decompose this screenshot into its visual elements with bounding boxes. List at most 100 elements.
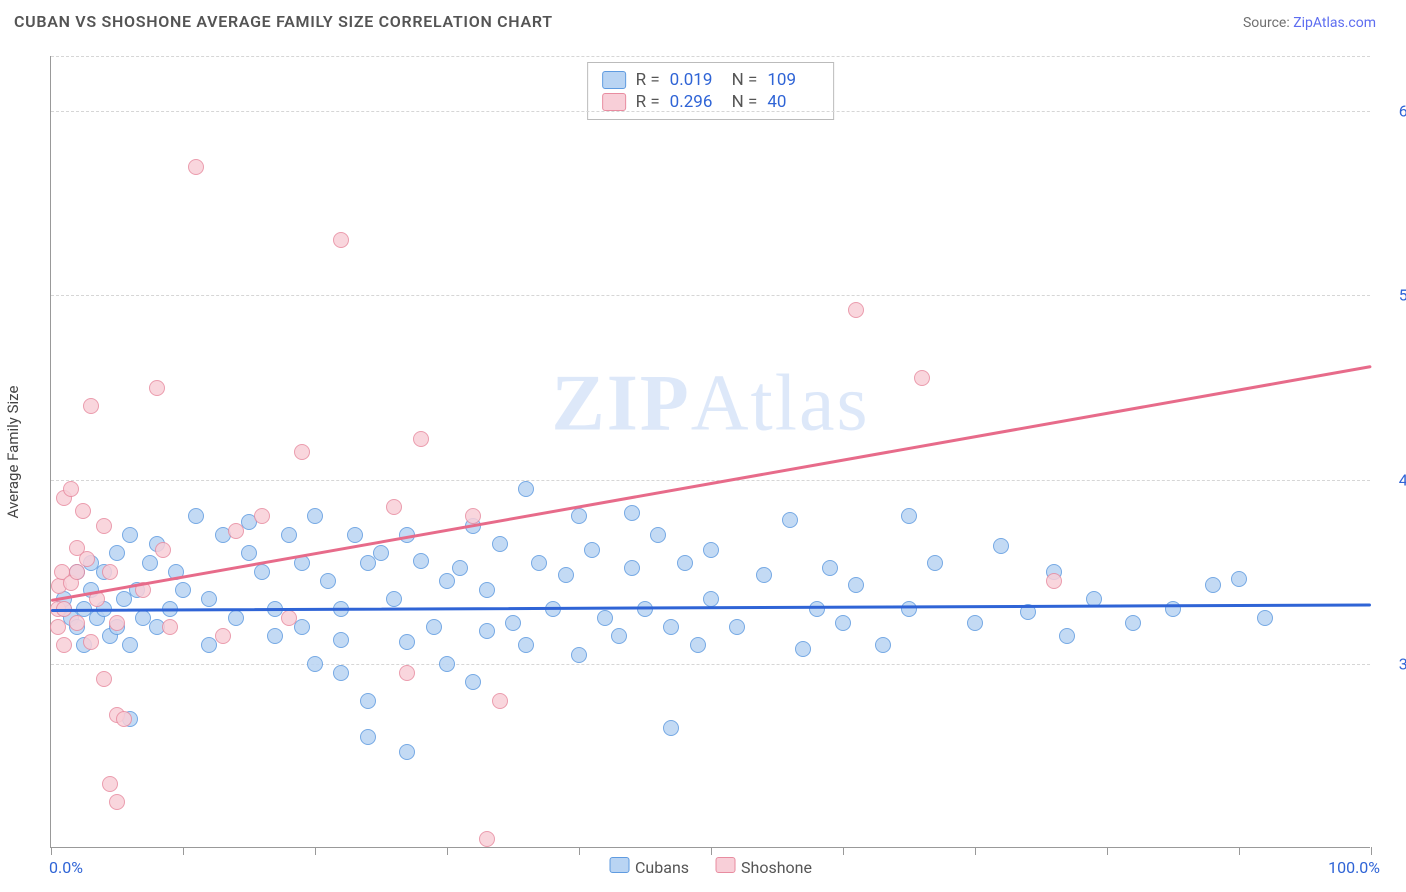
data-point xyxy=(241,545,257,561)
data-point xyxy=(1125,615,1141,631)
statbox-row-shoshone: R = 0.296 N = 40 xyxy=(602,91,820,113)
data-point xyxy=(109,794,125,810)
gridline xyxy=(51,295,1370,296)
data-point xyxy=(663,619,679,635)
data-point xyxy=(465,674,481,690)
data-point xyxy=(142,555,158,571)
data-point xyxy=(201,591,217,607)
statbox-row-cubans: R = 0.019 N = 109 xyxy=(602,69,820,91)
x-tick xyxy=(579,847,580,855)
data-point xyxy=(175,582,191,598)
data-point xyxy=(386,591,402,607)
source-attribution: Source: ZipAtlas.com xyxy=(1243,15,1376,31)
data-point xyxy=(281,527,297,543)
data-point xyxy=(228,523,244,539)
x-tick xyxy=(51,847,52,855)
data-point xyxy=(650,527,666,543)
data-point xyxy=(835,615,851,631)
data-point xyxy=(79,551,95,567)
data-point xyxy=(333,232,349,248)
stat-n-label: N = xyxy=(732,91,758,113)
data-point xyxy=(1059,628,1075,644)
data-point xyxy=(188,508,204,524)
x-tick xyxy=(1239,847,1240,855)
data-point xyxy=(83,634,99,650)
data-point xyxy=(795,641,811,657)
stat-r-label: R = xyxy=(636,69,660,91)
data-point xyxy=(848,302,864,318)
data-point xyxy=(492,693,508,709)
chart-title: CUBAN VS SHOSHONE AVERAGE FAMILY SIZE CO… xyxy=(14,12,553,31)
swatch-cubans xyxy=(602,71,626,89)
data-point xyxy=(597,610,613,626)
data-point xyxy=(571,647,587,663)
data-point xyxy=(96,671,112,687)
data-point xyxy=(677,555,693,571)
data-point xyxy=(663,720,679,736)
source-prefix: Source: xyxy=(1243,15,1293,31)
data-point xyxy=(254,508,270,524)
data-point xyxy=(703,591,719,607)
data-point xyxy=(360,693,376,709)
data-point xyxy=(399,634,415,650)
data-point xyxy=(993,538,1009,554)
stat-n-cubans: 109 xyxy=(767,69,819,91)
legend-swatch-shoshone xyxy=(715,857,735,873)
data-point xyxy=(756,567,772,583)
y-tick-label: 5.00 xyxy=(1376,286,1406,305)
data-point xyxy=(320,573,336,589)
chart-container: CUBAN VS SHOSHONE AVERAGE FAMILY SIZE CO… xyxy=(0,0,1406,892)
plot-area: Average Family Size ZIPAtlas R = 0.019 N… xyxy=(50,56,1370,848)
data-point xyxy=(822,560,838,576)
data-point xyxy=(413,553,429,569)
data-point xyxy=(162,619,178,635)
data-point xyxy=(624,560,640,576)
x-tick xyxy=(315,847,316,855)
data-point xyxy=(927,555,943,571)
data-point xyxy=(360,729,376,745)
legend-item-shoshone: Shoshone xyxy=(715,857,812,877)
x-tick xyxy=(843,847,844,855)
title-bar: CUBAN VS SHOSHONE AVERAGE FAMILY SIZE CO… xyxy=(0,0,1406,37)
data-point xyxy=(399,665,415,681)
data-point xyxy=(307,508,323,524)
data-point xyxy=(122,637,138,653)
data-point xyxy=(729,619,745,635)
data-point xyxy=(56,637,72,653)
data-point xyxy=(967,615,983,631)
data-point xyxy=(1046,573,1062,589)
data-point xyxy=(1205,577,1221,593)
data-point xyxy=(901,601,917,617)
data-point xyxy=(439,656,455,672)
source-link[interactable]: ZipAtlas.com xyxy=(1293,15,1376,31)
data-point xyxy=(875,637,891,653)
regression-line xyxy=(51,365,1372,602)
data-point xyxy=(624,505,640,521)
data-point xyxy=(1231,571,1247,587)
data-point xyxy=(479,582,495,598)
data-point xyxy=(63,481,79,497)
data-point xyxy=(479,831,495,847)
data-point xyxy=(215,628,231,644)
data-point xyxy=(122,527,138,543)
watermark: ZIPAtlas xyxy=(551,359,869,450)
legend-swatch-cubans xyxy=(609,857,629,873)
data-point xyxy=(267,628,283,644)
data-point xyxy=(439,573,455,589)
data-point xyxy=(83,398,99,414)
correlation-statbox: R = 0.019 N = 109 R = 0.296 N = 40 xyxy=(587,62,835,120)
x-tick xyxy=(183,847,184,855)
gridline xyxy=(51,664,1370,665)
data-point xyxy=(155,542,171,558)
data-point xyxy=(492,536,508,552)
data-point xyxy=(690,637,706,653)
x-tick xyxy=(975,847,976,855)
legend-label-cubans: Cubans xyxy=(635,858,689,877)
data-point xyxy=(452,560,468,576)
stat-n-shoshone: 40 xyxy=(767,91,819,113)
data-point xyxy=(188,159,204,175)
x-tick xyxy=(1107,847,1108,855)
data-point xyxy=(1165,601,1181,617)
x-tick xyxy=(1371,847,1372,855)
x-axis-start-label: 0.0% xyxy=(49,858,83,877)
